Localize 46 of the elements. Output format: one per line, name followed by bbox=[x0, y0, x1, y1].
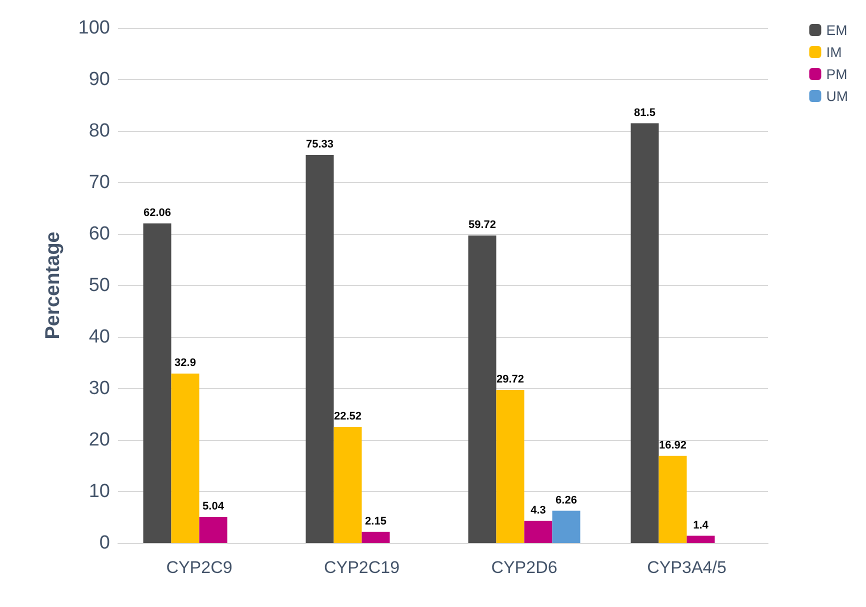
data-label: 1.4 bbox=[693, 519, 710, 532]
data-label: 75.33 bbox=[306, 138, 334, 151]
bar bbox=[552, 510, 580, 543]
x-tick-label: CYP2D6 bbox=[491, 558, 558, 577]
data-label: 59.72 bbox=[468, 218, 496, 231]
bar bbox=[334, 427, 362, 543]
bar bbox=[524, 520, 552, 543]
y-tick-label: 40 bbox=[88, 326, 110, 348]
bar bbox=[199, 517, 228, 543]
data-label: 32.9 bbox=[174, 357, 196, 370]
data-label: 29.72 bbox=[496, 373, 524, 386]
y-axis-title: Percentage bbox=[42, 232, 64, 340]
data-label: 81.5 bbox=[634, 106, 656, 119]
bar bbox=[686, 536, 715, 543]
y-tick-label: 90 bbox=[88, 69, 110, 90]
x-tick-label: CYP3A4/5 bbox=[647, 558, 726, 577]
y-tick-label: 70 bbox=[88, 172, 110, 193]
data-label: 5.04 bbox=[202, 500, 225, 513]
legend-label: IM bbox=[826, 44, 842, 60]
data-label: 6.26 bbox=[556, 494, 577, 506]
data-label: 2.15 bbox=[365, 515, 386, 528]
bar bbox=[468, 235, 496, 543]
y-tick-label: 20 bbox=[88, 430, 110, 450]
bar bbox=[306, 155, 334, 543]
x-tick-label: CYP2C19 bbox=[324, 558, 400, 577]
y-tick-label: 10 bbox=[88, 481, 110, 502]
y-tick-label: 0 bbox=[99, 532, 110, 554]
legend-label: PM bbox=[826, 66, 848, 82]
data-label: 22.52 bbox=[334, 410, 362, 423]
x-tick-label: CYP2C9 bbox=[166, 558, 232, 577]
y-tick-label: 50 bbox=[88, 275, 110, 296]
y-tick-label: 80 bbox=[88, 120, 110, 142]
bar bbox=[630, 123, 659, 543]
bar bbox=[362, 532, 390, 543]
bar bbox=[658, 456, 687, 543]
data-label: 4.3 bbox=[530, 504, 546, 516]
data-label: 16.92 bbox=[658, 439, 687, 452]
y-tick-label: 100 bbox=[78, 18, 110, 38]
y-tick-label: 60 bbox=[88, 224, 110, 244]
legend-label: EM bbox=[826, 22, 848, 38]
bar bbox=[171, 374, 200, 543]
data-label: 62.06 bbox=[143, 206, 172, 219]
bar bbox=[496, 390, 524, 543]
bar bbox=[143, 223, 172, 543]
y-tick-label: 30 bbox=[88, 378, 110, 399]
legend-label: UM bbox=[826, 88, 848, 104]
